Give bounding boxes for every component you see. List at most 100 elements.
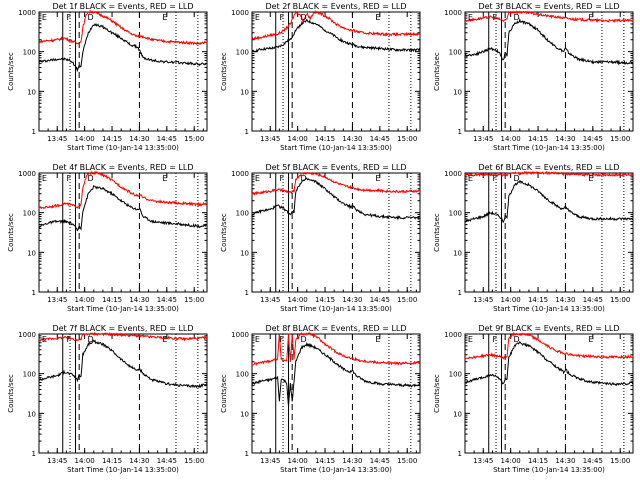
x-tick-label: 15:00 <box>610 135 630 143</box>
y-tick-label: 100 <box>449 210 462 218</box>
y-axis-label: Counts/sec <box>220 52 228 91</box>
plot-frame <box>464 333 634 454</box>
chart-panel-8: Det 8f BLACK = Events, RED = LLD 1 10 100 10… <box>220 324 421 474</box>
marker-label: F <box>66 174 71 183</box>
y-tick-label: 1000 <box>444 170 462 178</box>
y-axis-label: Counts/sec <box>7 213 15 252</box>
x-axis-label: Start Time (10-Jan-14 13:35:00) <box>67 305 179 313</box>
x-axis-label: Start Time (10-Jan-14 13:35:00) <box>493 144 605 152</box>
y-tick-label: 10 <box>27 249 36 257</box>
y-tick-label: 1 <box>245 289 249 297</box>
x-tick-label: 15:00 <box>184 135 204 143</box>
y-tick-label: 1000 <box>231 170 249 178</box>
marker-label: F <box>279 174 284 183</box>
x-tick-label: 14:30 <box>555 296 575 304</box>
y-axis-label: Counts/sec <box>7 52 15 91</box>
x-tick-label: 13:45 <box>473 296 493 304</box>
y-tick-label: 1 <box>245 450 249 458</box>
y-tick-label: 1000 <box>18 9 36 17</box>
chart-title: Det 1f BLACK = Events, RED = LLD <box>52 2 193 11</box>
plot-frame <box>251 172 421 293</box>
plot-frame <box>38 172 208 293</box>
series-line-events <box>251 341 421 407</box>
chart-title: Det 5f BLACK = Events, RED = LLD <box>265 163 406 172</box>
x-tick-label: 15:00 <box>610 457 630 465</box>
marker-label: E <box>162 335 167 344</box>
marker-label: E <box>255 335 260 344</box>
marker-label: E <box>255 13 260 22</box>
x-tick-label: 14:45 <box>583 457 603 465</box>
x-tick-label: 14:30 <box>129 135 149 143</box>
marker-label: E <box>468 174 473 183</box>
marker-label: E <box>162 13 167 22</box>
x-axis-label: Start Time (10-Jan-14 13:35:00) <box>493 466 605 474</box>
series-line-lld <box>38 170 208 210</box>
marker-label: E <box>42 13 47 22</box>
x-axis-label: Start Time (10-Jan-14 13:35:00) <box>280 305 392 313</box>
x-tick-label: 14:00 <box>501 135 521 143</box>
plot-frame <box>464 172 634 293</box>
y-tick-label: 10 <box>453 410 462 418</box>
marker-label: E <box>375 174 380 183</box>
series-line-events <box>464 17 634 66</box>
x-axis-label: Start Time (10-Jan-14 13:35:00) <box>67 466 179 474</box>
series-line-lld <box>38 9 208 46</box>
x-tick-label: 14:45 <box>157 457 177 465</box>
series-line-events <box>464 341 634 387</box>
marker-label: E <box>255 174 260 183</box>
series-line-lld <box>464 170 634 178</box>
y-tick-label: 10 <box>453 88 462 96</box>
x-tick-label: 14:15 <box>315 296 335 304</box>
x-tick-label: 14:45 <box>583 296 603 304</box>
series-line-lld <box>251 331 421 367</box>
marker-label: F <box>279 13 284 22</box>
marker-label: E <box>162 174 167 183</box>
y-tick-label: 1000 <box>18 170 36 178</box>
chart-panel-2: Det 2f BLACK = Events, RED = LLD 1 10 100 10… <box>220 2 421 152</box>
y-tick-label: 100 <box>449 49 462 57</box>
x-tick-label: 13:45 <box>260 296 280 304</box>
x-tick-label: 13:45 <box>260 135 280 143</box>
x-tick-label: 15:00 <box>397 296 417 304</box>
x-tick-label: 15:00 <box>184 457 204 465</box>
series-line-events <box>464 180 634 224</box>
y-tick-label: 100 <box>449 371 462 379</box>
series-line-events <box>38 339 207 389</box>
chart-title: Det 4f BLACK = Events, RED = LLD <box>52 163 193 172</box>
x-tick-label: 13:45 <box>47 457 67 465</box>
chart-title: Det 3f BLACK = Events, RED = LLD <box>478 2 619 11</box>
y-tick-label: 1 <box>32 128 36 136</box>
x-tick-label: 14:30 <box>342 135 362 143</box>
x-tick-label: 13:45 <box>473 457 493 465</box>
y-axis-label: Counts/sec <box>7 374 15 413</box>
marker-label: F <box>279 335 284 344</box>
plot-frame <box>38 11 208 132</box>
x-tick-label: 14:00 <box>501 457 521 465</box>
marker-label: E <box>588 174 593 183</box>
marker-label: D <box>300 174 306 183</box>
series-line-events <box>38 184 208 232</box>
marker-label: D <box>87 174 93 183</box>
x-tick-label: 15:00 <box>610 296 630 304</box>
chart-title: Det 7f BLACK = Events, RED = LLD <box>52 324 193 333</box>
series-line-lld <box>464 331 634 360</box>
x-tick-label: 14:15 <box>528 135 548 143</box>
marker-label: F <box>66 13 71 22</box>
y-tick-label: 10 <box>27 88 36 96</box>
marker-label: D <box>513 13 519 22</box>
y-axis-label: Counts/sec <box>220 213 228 252</box>
x-tick-label: 14:30 <box>129 457 149 465</box>
marker-label: F <box>492 13 497 22</box>
x-tick-label: 14:45 <box>583 135 603 143</box>
plot-frame <box>38 333 208 454</box>
y-axis-label: Counts/sec <box>433 52 441 91</box>
y-tick-label: 1 <box>32 450 36 458</box>
y-tick-label: 1000 <box>18 331 36 339</box>
x-tick-label: 14:45 <box>370 135 390 143</box>
marker-label: D <box>87 335 93 344</box>
x-axis-label: Start Time (10-Jan-14 13:35:00) <box>280 144 392 152</box>
x-tick-label: 13:45 <box>473 135 493 143</box>
marker-label: E <box>375 13 380 22</box>
marker-label: E <box>375 335 380 344</box>
